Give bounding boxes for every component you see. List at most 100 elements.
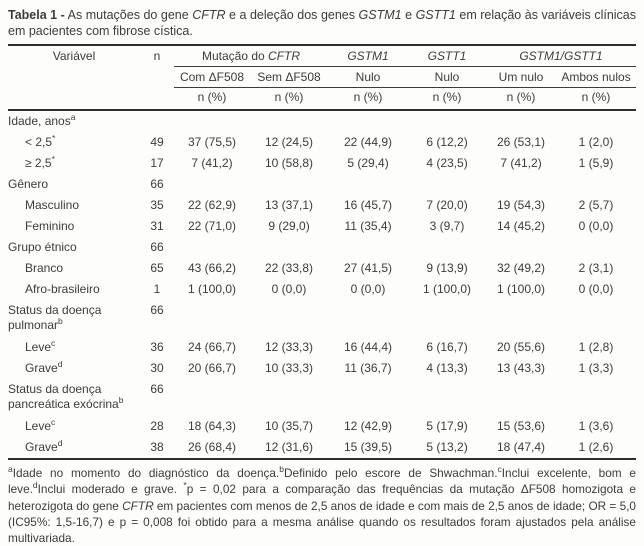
cell-value: 16 (45,7): [344, 198, 393, 212]
footnote-marker: d: [57, 438, 63, 448]
row-label: Levec: [8, 337, 140, 358]
header-npct-row: n (%) n (%) n (%) n (%) n (%) n (%): [8, 87, 637, 111]
table-row-idade-lt25: < 2,5* 49 37 (75,5) 12 (24,5) 22 (44,9) 6 (…: [8, 132, 636, 153]
cell-value: [328, 379, 408, 416]
cell-value: 10 (58,8): [264, 156, 314, 170]
footnote-text: Idade no momento do diagnóstico da doenç…: [12, 466, 280, 480]
cell-value: 2 (3,1): [578, 261, 614, 275]
row-label: ≥ 2,5*: [8, 153, 140, 174]
header-spacer: [8, 67, 140, 88]
footnote-marker: c: [497, 464, 502, 475]
cell-value: 7 (41,2): [191, 156, 233, 170]
row-label-line2: pulmonarb: [8, 317, 140, 333]
table-row-pulmonar-grave: Graved 30 20 (66,7) 10 (33,3) 11 (36,7) 4 (…: [8, 358, 636, 379]
cell-n: 17: [150, 156, 164, 170]
row-label: Masculino: [8, 195, 140, 216]
cell-value: 14 (45,2): [497, 219, 546, 233]
cell-value: 7 (20,0): [426, 198, 468, 212]
row-label-text: Masculino: [25, 198, 80, 212]
table-row-pulmonar-leve: Levec 36 24 (66,7) 12 (33,3) 16 (44,4) 6 (1…: [8, 337, 636, 358]
table-row-grupo-etnico: Grupo étnico 66: [8, 237, 636, 258]
header-spacer: [140, 87, 174, 111]
cell-value: [408, 300, 486, 337]
gene-name-cftr: CFTR: [122, 498, 154, 513]
row-label: Gênero: [8, 174, 140, 195]
cell-value: [556, 379, 636, 416]
row-label-text: Feminino: [25, 219, 75, 233]
cell-value: [328, 110, 408, 132]
col-subheader-um-nulo: Um nulo: [486, 66, 557, 88]
col-npct: n (%): [250, 87, 329, 111]
cell-value: 13 (37,1): [264, 198, 314, 212]
row-label: Afro-brasileiro: [8, 279, 140, 300]
cell-value: [408, 110, 486, 132]
footnote-text: p = 0,02 para a comparação das frequênci…: [8, 482, 636, 513]
footnote-text: Inclui moderado e grave.: [37, 482, 184, 497]
cell-value: 5 (13,2): [426, 440, 468, 454]
cell-value: 2 (5,7): [578, 198, 614, 212]
table-row-afro-brasileiro: Afro-brasileiro 1 1 (100,0) 0 (0,0) 0 (0,0…: [8, 279, 636, 300]
footnote-marker: b: [279, 464, 284, 475]
cell-value: 5 (29,4): [347, 156, 389, 170]
row-label-text: pancreática exócrina: [8, 397, 119, 411]
cell-value: [486, 174, 556, 195]
col-npct: n (%): [408, 87, 487, 111]
cell-value: 1 (2,8): [578, 340, 614, 354]
col-group-cftr-prefix: Mutação do: [201, 49, 269, 63]
cell-value: 24 (66,7): [187, 340, 237, 354]
row-label-text: pulmonar: [8, 318, 59, 332]
table-row-idade: Idade, anosa: [8, 110, 636, 132]
table-footnotes: aIdade no momento do diagnóstico da doen…: [8, 465, 636, 546]
cell-n: 28: [150, 419, 164, 433]
cell-n: 36: [150, 340, 164, 354]
cell-value: 1 (2,0): [578, 135, 614, 149]
cell-value: 22 (33,8): [264, 261, 314, 275]
caption-text: e: [401, 8, 416, 22]
col-subheader-sem-df508: Sem ΔF508: [250, 66, 329, 88]
gene-name-gstt1: GSTT1: [415, 8, 456, 22]
cell-value: 22 (71,0): [187, 219, 237, 233]
footnote-marker: *: [51, 154, 55, 164]
table-row-feminino: Feminino 31 22 (71,0) 9 (29,0) 11 (35,4) 3 …: [8, 216, 636, 237]
cell-value: [174, 174, 250, 195]
row-label: Status da doença pancreática exócrinab: [8, 379, 140, 416]
row-label-text: < 2,5: [25, 135, 53, 149]
cell-value: 0 (0,0): [271, 282, 307, 296]
row-label-text: Idade, anos: [8, 114, 71, 128]
table-row-pancreatica-grave: Graved 38 26 (68,4) 12 (31,6) 15 (39,5) 5 (…: [8, 437, 636, 459]
footnote-marker: a: [70, 112, 76, 122]
cell-value: 27 (41,5): [344, 261, 393, 275]
table-caption: Tabela 1 - As mutações do gene CFTR e a …: [8, 7, 636, 39]
table-row-masculino: Masculino 35 22 (62,9) 13 (37,1) 16 (45,7)…: [8, 195, 636, 216]
col-group-gstt1: GSTT1: [408, 45, 487, 67]
row-label: < 2,5*: [8, 132, 140, 153]
header-spacer: [140, 67, 174, 88]
cell-value: [486, 237, 556, 258]
cell-value: [174, 237, 250, 258]
cell-value: [328, 174, 408, 195]
row-label-line2: pancreática exócrinab: [8, 396, 140, 412]
cell-value: 22 (62,9): [187, 198, 237, 212]
cell-value: 0 (0,0): [578, 282, 614, 296]
cell-n: 1: [153, 282, 161, 296]
cell-value: 19 (54,3): [497, 198, 546, 212]
cell-n: 31: [150, 219, 164, 233]
table-row-pancreatica-leve: Levec 28 18 (64,3) 10 (35,7) 12 (42,9) 5 (1…: [8, 416, 636, 437]
clinical-variables-table: Variável n Mutação do CFTR GSTM1 GSTT1 G…: [8, 44, 637, 460]
cell-value: 9 (29,0): [268, 219, 310, 233]
cell-value: 37 (75,5): [187, 135, 237, 149]
col-npct: n (%): [556, 87, 637, 111]
gene-name-cftr: CFTR: [268, 49, 301, 63]
table-row-branco: Branco 65 43 (66,2) 22 (33,8) 27 (41,5) 9 (…: [8, 258, 636, 279]
cell-value: [250, 379, 328, 416]
cell-value: 6 (12,2): [426, 135, 468, 149]
cell-value: 0 (0,0): [350, 282, 386, 296]
header-sub-row: Com ΔF508 Sem ΔF508 Nulo Nulo Um nulo Am…: [8, 66, 637, 88]
cell-n: [140, 110, 174, 132]
cell-n: 66: [150, 382, 164, 396]
cell-value: 18 (47,4): [497, 440, 546, 454]
cell-value: 16 (44,4): [344, 340, 393, 354]
footnote-text: Inclui excelente, bom e leve.: [8, 466, 636, 497]
row-label: Feminino: [8, 216, 140, 237]
cell-value: 22 (44,9): [344, 135, 393, 149]
